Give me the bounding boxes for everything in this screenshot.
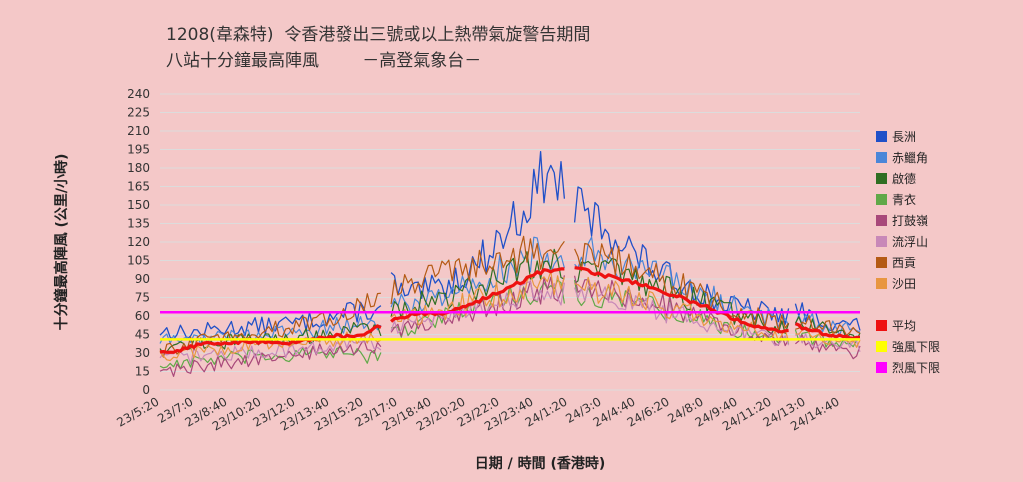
y-tick-label: 60 [135,309,150,323]
y-tick-label: 75 [135,291,150,305]
y-tick-label: 15 [135,365,150,379]
y-tick-label: 0 [142,383,150,397]
y-tick-label: 90 [135,272,150,286]
series-line [159,275,861,377]
legend-swatch [876,278,887,289]
y-tick-label: 150 [127,198,150,212]
legend-swatch [876,362,887,373]
legend-label: 沙田 [892,277,916,291]
legend-label: 強風下限 [892,340,940,354]
y-tick-label: 30 [135,346,150,360]
y-tick-label: 195 [127,143,150,157]
y-tick-label: 105 [127,254,150,268]
legend-label: 打鼓嶺 [892,214,928,228]
legend-swatch [876,173,887,184]
legend-label: 青衣 [892,192,916,207]
y-tick-label: 225 [127,106,150,120]
y-tick-label: 135 [127,217,150,231]
legend-label: 赤鱲角 [892,151,928,165]
chart-title-line2: 八站十分鐘最高陣風 －高登氣象台－ [166,51,482,71]
y-tick-label: 180 [127,161,150,175]
x-tick-label: 23/5:20 [114,394,161,429]
legend-swatch [876,236,887,247]
legend-label: 烈風下限 [892,361,940,375]
y-tick-label: 165 [127,180,150,194]
series-line [159,281,861,365]
legend-label: 長洲 [892,130,916,144]
legend-swatch [876,131,887,142]
legend-swatch [876,257,887,268]
series-line [159,235,861,358]
chart-title-line1: 1208(韋森特) 令香港發出三號或以上熱帶氣旋警告期間 [166,25,591,45]
legend-label: 西貢 [892,256,916,270]
series-line [159,248,861,355]
legend-label: 流浮山 [892,235,928,249]
x-axis-title: 日期 / 時間 (香港時) [475,455,606,472]
legend-swatch [876,320,887,331]
y-tick-label: 240 [127,87,150,101]
legend-swatch [876,152,887,163]
legend-swatch [876,341,887,352]
legend-label: 啟德 [892,171,916,186]
legend-swatch [876,215,887,226]
series-line [159,266,860,354]
y-axis-title: 十分鐘最高陣風 (公里/小時) [53,154,70,331]
series-line [159,270,861,362]
y-tick-label: 120 [127,235,150,249]
legend-swatch [876,194,887,205]
y-tick-label: 45 [135,328,150,342]
y-tick-label: 210 [127,124,150,138]
legend-label: 平均 [892,319,916,333]
